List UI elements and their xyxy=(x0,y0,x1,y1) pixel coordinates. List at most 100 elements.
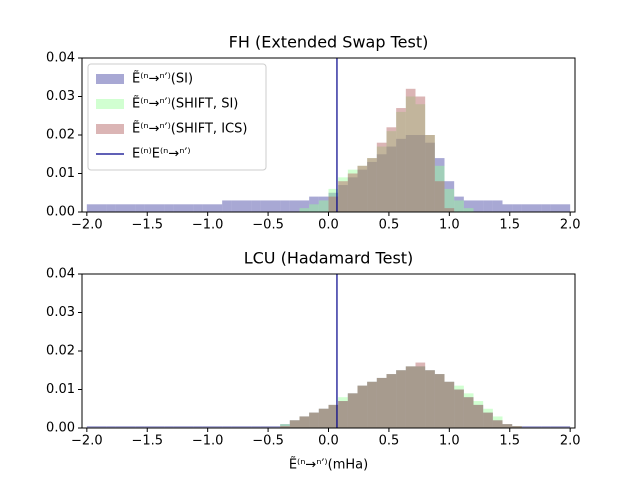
bar xyxy=(193,426,203,428)
bar xyxy=(164,204,174,212)
bar xyxy=(280,424,290,428)
bar xyxy=(463,397,474,428)
bar xyxy=(415,362,426,428)
x-tick-label: 2.0 xyxy=(560,434,581,449)
bar xyxy=(86,204,97,212)
bar xyxy=(231,426,242,428)
bar xyxy=(173,204,184,212)
bar xyxy=(521,204,532,212)
bar xyxy=(425,135,435,212)
bar xyxy=(425,370,435,428)
bar xyxy=(347,393,358,428)
bar xyxy=(318,408,329,428)
bar xyxy=(328,404,339,428)
legend-label: Ẽ⁽ⁿ→ⁿ′⁾(SI) xyxy=(132,71,193,87)
bar xyxy=(367,161,377,212)
bar xyxy=(483,408,493,428)
bar xyxy=(560,426,571,428)
bar xyxy=(338,401,348,428)
bar xyxy=(550,204,561,212)
x-tick-label: 1.0 xyxy=(439,434,460,449)
bar xyxy=(376,146,387,212)
bar xyxy=(212,426,223,428)
bar xyxy=(376,377,387,428)
legend-label: Ẽ⁽ⁿ→ⁿ′⁾(SHIFT, SI) xyxy=(132,96,238,112)
bar xyxy=(425,370,435,428)
x-tick-label: −2.0 xyxy=(71,218,103,233)
bar xyxy=(473,404,484,428)
bar xyxy=(173,426,184,428)
bar xyxy=(270,426,281,428)
bar xyxy=(502,424,513,428)
bar xyxy=(347,177,358,212)
bar xyxy=(309,196,319,212)
bar xyxy=(396,111,406,212)
bar xyxy=(367,158,377,212)
bar xyxy=(541,204,551,212)
bar xyxy=(299,416,310,428)
bar xyxy=(328,404,339,428)
bar xyxy=(299,416,310,428)
bar xyxy=(115,426,126,428)
bar xyxy=(357,385,368,428)
bar xyxy=(318,196,329,212)
x-tick-label: −1.0 xyxy=(192,218,224,233)
bar xyxy=(483,412,493,428)
bar xyxy=(289,200,300,212)
bar xyxy=(318,408,329,428)
bar xyxy=(396,108,406,212)
bar xyxy=(541,426,551,428)
y-tick-label: 0.03 xyxy=(46,89,75,104)
y-tick-label: 0.03 xyxy=(46,305,75,320)
bar xyxy=(502,424,513,428)
bar xyxy=(289,420,300,428)
bar xyxy=(144,204,155,212)
x-tick-label: −1.5 xyxy=(131,218,163,233)
bar xyxy=(347,393,358,428)
bar xyxy=(376,377,387,428)
bar xyxy=(202,204,213,212)
legend-swatch xyxy=(96,99,124,109)
bar xyxy=(338,185,348,212)
bar xyxy=(231,200,242,212)
legend-swatch xyxy=(96,124,124,134)
bar xyxy=(241,200,252,212)
bar xyxy=(154,426,165,428)
legend-swatch xyxy=(96,74,124,84)
bar xyxy=(115,204,126,212)
bar xyxy=(444,181,455,212)
bar xyxy=(434,165,445,212)
bar xyxy=(512,426,522,428)
bar xyxy=(454,389,464,428)
x-tick-label: −1.0 xyxy=(192,434,224,449)
legend-label: E⁽ⁿ⁾E⁽ⁿ→ⁿ′⁾ xyxy=(132,147,191,162)
y-tick-label: 0.02 xyxy=(46,128,75,143)
bar xyxy=(106,426,116,428)
bar xyxy=(251,426,261,428)
bar xyxy=(357,385,368,428)
bar xyxy=(463,208,474,212)
bar xyxy=(492,416,503,428)
bar xyxy=(425,142,435,212)
bar xyxy=(96,426,107,428)
bar xyxy=(212,204,223,212)
bar xyxy=(376,154,387,212)
bar xyxy=(347,393,358,428)
bar xyxy=(260,200,271,212)
bar xyxy=(280,200,290,212)
bar xyxy=(415,104,426,212)
bar xyxy=(405,366,416,428)
bar xyxy=(405,135,416,212)
bar xyxy=(405,366,416,428)
bar xyxy=(473,200,484,212)
bar xyxy=(193,204,203,212)
bar xyxy=(299,416,310,428)
bar xyxy=(309,412,319,428)
bar xyxy=(338,401,348,428)
bar xyxy=(202,426,213,428)
bar xyxy=(338,177,348,212)
bar xyxy=(367,381,377,428)
bar xyxy=(502,204,513,212)
bar xyxy=(270,200,281,212)
bar xyxy=(512,204,522,212)
